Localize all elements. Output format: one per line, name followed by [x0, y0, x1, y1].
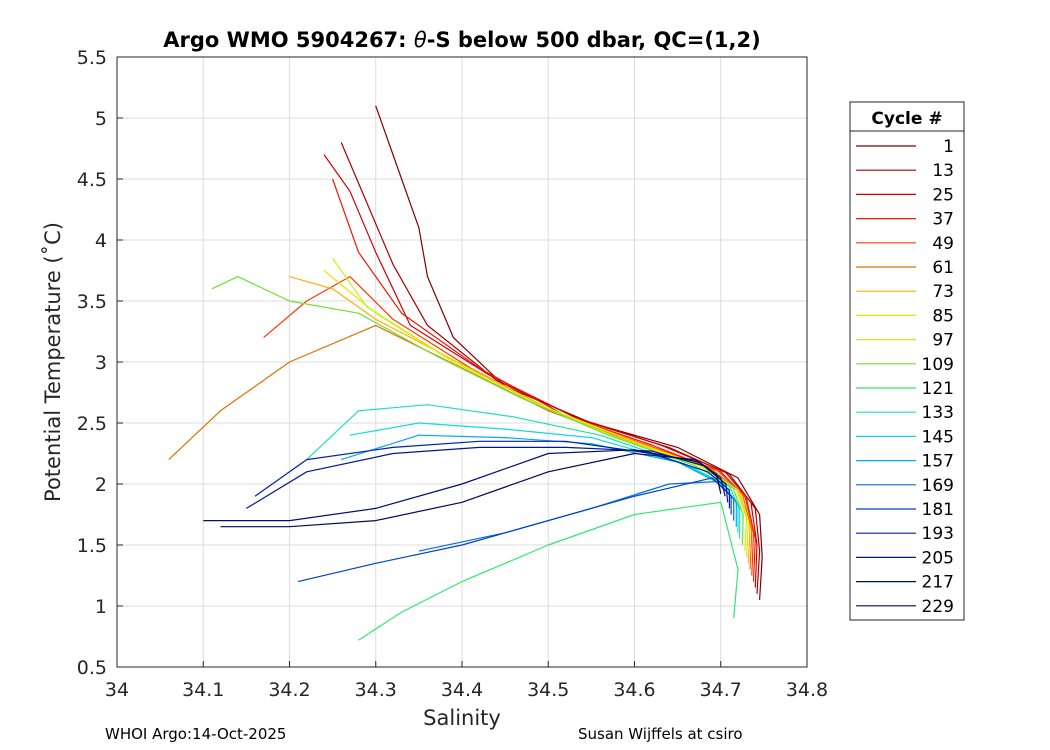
- legend-label: 181: [922, 500, 954, 520]
- series-line-cycle-109: [211, 276, 744, 546]
- y-tick-label: 1: [95, 596, 107, 618]
- legend-label: 205: [922, 548, 954, 568]
- legend-label: 97: [932, 331, 954, 351]
- legend-item: 61: [856, 258, 954, 278]
- series-line-cycle-97: [332, 257, 748, 552]
- chart-title-theta: θ: [414, 28, 427, 52]
- x-tick-label: 34.1: [182, 679, 224, 701]
- legend-item: 169: [856, 476, 954, 496]
- series-line-cycle-121: [358, 501, 739, 641]
- y-tick-label: 2.5: [77, 413, 107, 435]
- legend-label: 193: [922, 524, 954, 544]
- footer-source: WHOI Argo:14-Oct-2025: [105, 725, 287, 743]
- y-tick-label: 1.5: [77, 535, 107, 557]
- legend-item: 25: [856, 185, 954, 205]
- legend-label: 133: [922, 403, 954, 423]
- legend-item: 13: [856, 161, 954, 181]
- y-axis-label: Potential Temperature (˚C): [41, 222, 65, 502]
- x-tick-label: 34.5: [527, 679, 569, 701]
- series-line-cycle-145: [349, 422, 739, 533]
- legend-item: 49: [856, 234, 954, 254]
- legend-item: 157: [856, 452, 954, 472]
- legend-item: 217: [856, 573, 954, 593]
- series-line-cycle-1: [375, 105, 763, 600]
- series-line-cycle-181: [297, 477, 732, 583]
- legend-label: 73: [932, 282, 954, 302]
- legend-label: 157: [922, 452, 954, 472]
- series-line-cycle-37: [332, 178, 756, 582]
- y-tick-label: 4.5: [77, 169, 107, 191]
- x-tick-label: 34.2: [268, 679, 310, 701]
- legend-label: 61: [932, 258, 954, 278]
- footer-credit: Susan Wijffels at csiro: [578, 725, 743, 743]
- y-tick-label: 5.5: [77, 47, 107, 69]
- series-line-cycle-133: [306, 404, 741, 539]
- series-line-cycle-229: [220, 452, 722, 528]
- legend-item: 73: [856, 282, 954, 302]
- x-tick-label: 34.8: [786, 679, 828, 701]
- legend-label: 1: [943, 137, 954, 157]
- y-tick-label: 4: [95, 230, 107, 252]
- ticks: 34 34.1 34.2 34.3 34.4 34.5 34.6 34.7 34.80.511.…: [77, 47, 828, 701]
- legend-label: 109: [922, 355, 954, 375]
- legend-label: 25: [932, 185, 954, 205]
- legend-item: 181: [856, 500, 954, 520]
- series-line-cycle-61: [168, 324, 753, 570]
- y-tick-label: 2: [95, 474, 107, 496]
- series-group: [168, 105, 763, 641]
- legend-item: 205: [856, 548, 954, 568]
- legend-label: 85: [932, 306, 954, 326]
- series-line-cycle-205: [246, 446, 729, 509]
- legend-items: 1 13 25 37 49 61 73 85 97 109 121 133 145 157 169 181 19…: [856, 137, 954, 617]
- legend-label: 13: [932, 161, 954, 181]
- legend-item: 37: [856, 210, 954, 230]
- series-line-cycle-217: [203, 449, 726, 522]
- x-tick-label: 34.4: [441, 679, 483, 701]
- legend-item: 133: [856, 403, 954, 423]
- legend-label: 217: [922, 573, 954, 593]
- x-tick-label: 34: [105, 679, 129, 701]
- series-line-cycle-73: [289, 276, 751, 564]
- legend-item: 121: [856, 379, 954, 399]
- legend-label: 121: [922, 379, 954, 399]
- series-line-cycle-169: [418, 481, 735, 552]
- y-tick-label: 0.5: [77, 657, 107, 679]
- legend-item: 229: [856, 597, 954, 617]
- series-line-cycle-157: [341, 434, 737, 527]
- legend-label: 49: [932, 234, 954, 254]
- legend-label: 169: [922, 476, 954, 496]
- legend-item: 193: [856, 524, 954, 544]
- legend-label: 37: [932, 210, 954, 230]
- y-tick-label: 3: [95, 352, 107, 374]
- legend-item: 97: [856, 331, 954, 351]
- legend: Cycle # 1 13 25 37 49 61 73 85 97 109 121 133 145 157…: [849, 101, 965, 621]
- legend-item: 85: [856, 306, 954, 326]
- chart-title: Argo WMO 5904267: θ-S below 500 dbar, QC…: [163, 28, 760, 52]
- chart-title-suffix: -S below 500 dbar, QC=(1,2): [427, 28, 761, 52]
- y-tick-label: 3.5: [77, 291, 107, 313]
- legend-item: 1: [856, 137, 954, 157]
- x-tick-label: 34.3: [355, 679, 397, 701]
- legend-title: Cycle #: [871, 109, 942, 129]
- x-tick-label: 34.6: [613, 679, 655, 701]
- series-line-cycle-25: [323, 154, 758, 588]
- series-line-cycle-13: [340, 142, 761, 594]
- chart-title-prefix: Argo WMO 5904267:: [163, 28, 414, 52]
- x-axis-label: Salinity: [423, 706, 501, 730]
- legend-item: 145: [856, 427, 954, 447]
- y-tick-label: 5: [95, 108, 107, 130]
- legend-item: 109: [856, 355, 954, 375]
- legend-label: 229: [922, 597, 954, 617]
- legend-label: 145: [922, 427, 954, 447]
- series-line-cycle-49: [263, 276, 755, 576]
- x-tick-label: 34.7: [700, 679, 742, 701]
